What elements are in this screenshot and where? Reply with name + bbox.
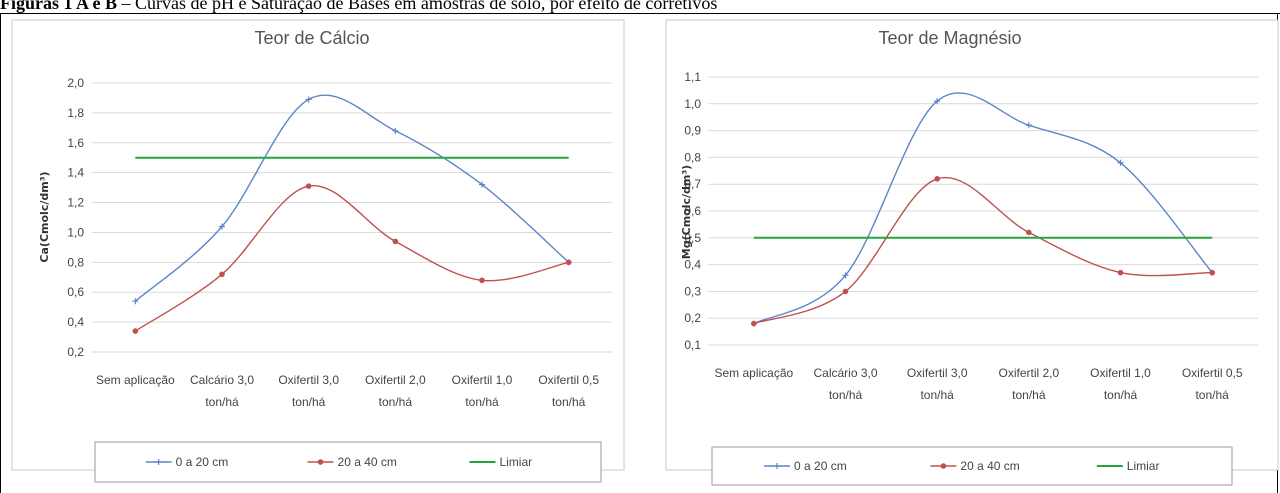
y-tick-label: 0,2: [684, 311, 701, 325]
x-tick-label: ton/há: [1012, 388, 1046, 402]
y-tick-label: 0,8: [67, 255, 84, 269]
data-point: [842, 288, 849, 295]
x-tick-label: Sem aplicação: [714, 366, 793, 380]
x-tick-label: ton/há: [205, 395, 239, 409]
x-tick-label: ton/há: [292, 395, 326, 409]
chart-2: Teor de Magnésio 0,1 0,2 0,3 0,4 0,5 0,6 0,7 0,8…: [665, 19, 1279, 486]
x-tick-label: Oxifertil 1,0: [1090, 366, 1151, 380]
x-tick-label: ton/há: [920, 388, 954, 402]
data-point: [1117, 269, 1124, 276]
x-tick-label: Oxifertil 3,0: [278, 373, 339, 387]
chart-title: Teor de Magnésio: [878, 28, 1021, 48]
chart-title: Teor de Cálcio: [254, 28, 369, 48]
x-tick-label: Oxifertil 1,0: [452, 373, 513, 387]
legend-label: 0 a 20 cm: [794, 459, 847, 473]
caption-text: – Curvas de pH e Saturação de Bases em a…: [117, 0, 718, 13]
data-point: [392, 238, 399, 245]
data-point: [842, 272, 849, 279]
y-axis-label: Ca(Cmolc/dm³): [38, 171, 51, 262]
chart-1: Teor de Cálcio 0,2 0,4 0,6 0,8 1,0 1,2 1,4 1,6 1,…: [11, 19, 625, 483]
y-tick-label: 0,5: [684, 231, 701, 245]
legend-box: [94, 441, 602, 483]
legend-marker: [155, 459, 162, 465]
y-tick-label: 0,2: [67, 345, 84, 359]
y-tick-label: 0,4: [684, 258, 701, 272]
x-tick-label: ton/há: [1195, 388, 1229, 402]
y-tick-label: 0,7: [684, 177, 701, 191]
legend-marker: [940, 463, 947, 469]
y-tick-label: 0,4: [67, 315, 84, 329]
data-point: [479, 277, 485, 284]
y-tick-label: 0,9: [684, 124, 701, 138]
x-tick-label: Oxifertil 0,5: [1182, 366, 1243, 380]
x-tick-label: ton/há: [1104, 388, 1138, 402]
chart-area: [11, 19, 625, 471]
legend-label: 20 a 40 cm: [960, 459, 1019, 473]
data-point: [479, 181, 485, 188]
series-line-1: [134, 94, 570, 302]
legend-marker: [774, 463, 780, 469]
x-tick-label: Oxifertil 3,0: [907, 366, 968, 380]
y-tick-label: 1,2: [67, 196, 84, 210]
data-point: [305, 183, 312, 189]
data-point: [219, 271, 225, 278]
y-tick-label: 1,8: [67, 106, 84, 120]
chart-area: [665, 19, 1279, 471]
y-tick-label: 1,1: [684, 70, 701, 84]
y-tick-label: 0,8: [684, 150, 701, 164]
x-tick-label: Calcário 3,0: [190, 373, 254, 387]
x-tick-label: Sem aplicação: [96, 373, 175, 387]
caption-label: Figuras 1 A e B: [0, 0, 118, 13]
y-tick-label: 0,3: [684, 284, 701, 298]
legend-label: Limiar: [1127, 459, 1160, 473]
data-point: [219, 223, 225, 230]
x-tick-label: ton/há: [379, 395, 413, 409]
y-axis-label: Mg(Cmolc/dm³): [680, 165, 693, 259]
data-point: [1209, 269, 1215, 276]
x-tick-label: Oxifertil 2,0: [365, 373, 426, 387]
y-tick-label: 0,1: [684, 338, 701, 352]
data-point: [934, 98, 941, 105]
data-point: [1117, 159, 1124, 166]
y-tick-label: 1,4: [67, 166, 84, 180]
legend-box: [711, 446, 1233, 486]
data-point: [565, 259, 572, 266]
data-point: [751, 320, 757, 327]
x-tick-label: ton/há: [465, 395, 499, 409]
y-tick-label: 0,6: [684, 204, 701, 218]
data-point: [1025, 122, 1032, 129]
x-tick-label: Oxifertil 2,0: [998, 366, 1059, 380]
legend-label: Limiar: [499, 455, 532, 469]
y-tick-label: 2,0: [67, 76, 84, 90]
y-tick-label: 1,0: [684, 97, 701, 111]
data-point: [934, 176, 940, 182]
y-tick-label: 1,0: [67, 225, 84, 239]
legend-label: 20 a 40 cm: [338, 455, 397, 469]
x-tick-label: Oxifertil 0,5: [538, 373, 599, 387]
series-line-2: [134, 185, 569, 332]
y-tick-label: 1,6: [67, 136, 84, 150]
x-tick-label: ton/há: [829, 388, 863, 402]
legend-marker: [317, 459, 324, 465]
data-point: [305, 96, 312, 103]
data-point: [392, 127, 399, 134]
figure-caption: Figuras 1 A e B – Curvas de pH e Saturaç…: [0, 0, 1280, 13]
data-point: [132, 298, 139, 305]
y-tick-label: 0,6: [67, 285, 84, 299]
frame-top-border: [0, 13, 1280, 14]
data-point: [1026, 229, 1032, 236]
x-tick-label: ton/há: [552, 395, 586, 409]
legend-label: 0 a 20 cm: [176, 455, 229, 469]
x-tick-label: Calcário 3,0: [813, 366, 877, 380]
data-point: [132, 328, 139, 334]
